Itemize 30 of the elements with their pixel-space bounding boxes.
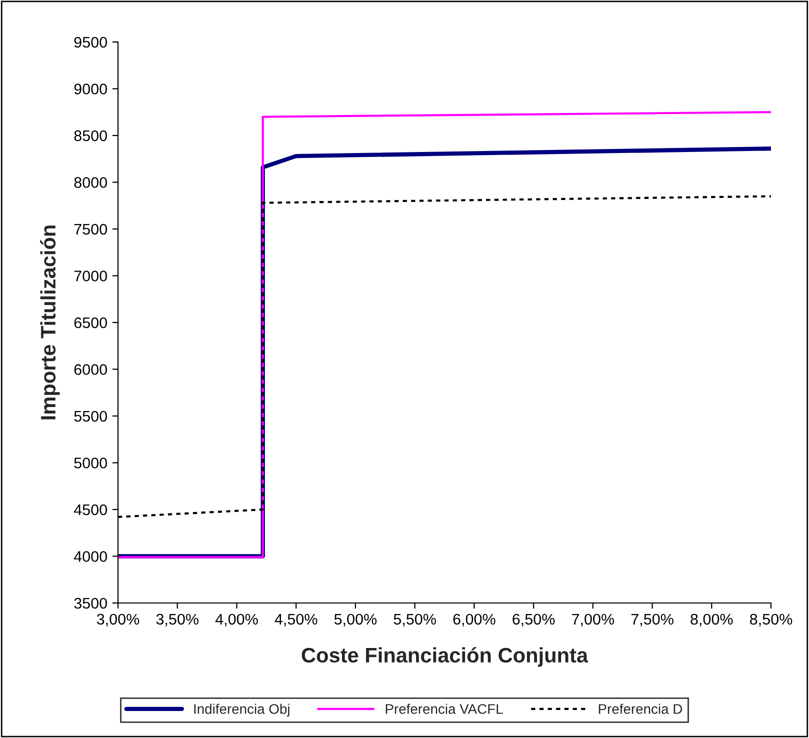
y-tick-label: 7500 [74, 224, 107, 235]
y-tick-label: 4000 [74, 551, 107, 562]
x-tick-label: 8,00% [690, 614, 733, 626]
y-tick-label: 8000 [74, 177, 107, 188]
x-tick-label: 5,00% [334, 614, 377, 626]
y-tick-label: 8500 [74, 130, 107, 142]
legend-label: Preferencia D [598, 704, 682, 714]
x-tick-label: 7,50% [631, 614, 674, 626]
x-tick-label: 3,00% [96, 614, 140, 626]
x-tick-label: 6,00% [453, 614, 496, 626]
legend-label: Preferencia VACFL [386, 704, 503, 714]
y-tick-label: 6500 [74, 317, 107, 328]
y-tick-label: 7000 [74, 270, 107, 282]
y-tick-label: 5500 [74, 410, 107, 422]
y-tick-label: 3500 [74, 598, 107, 609]
x-tick-label: 3,50% [156, 614, 198, 626]
y-tick-label: 4500 [74, 504, 107, 516]
y-tick-label: 9500 [74, 36, 107, 48]
x-tick-label: 8,50% [750, 614, 792, 626]
x-tick-label: 4,00% [215, 614, 258, 626]
x-tick-label: 4,50% [274, 614, 318, 626]
y-axis-title: Importe Titulización [40, 226, 60, 420]
y-tick-label: 9000 [74, 84, 107, 94]
y-tick-label: 5000 [74, 458, 107, 468]
x-tick-label: 7,00% [572, 614, 614, 626]
legend-label: Indiferencia Obj [194, 704, 290, 717]
x-tick-label: 5,50% [394, 614, 436, 626]
x-axis-title: Coste Financiación Conjunta [302, 647, 588, 667]
y-tick-label: 6000 [74, 364, 107, 375]
x-tick-label: 6,50% [512, 614, 555, 626]
